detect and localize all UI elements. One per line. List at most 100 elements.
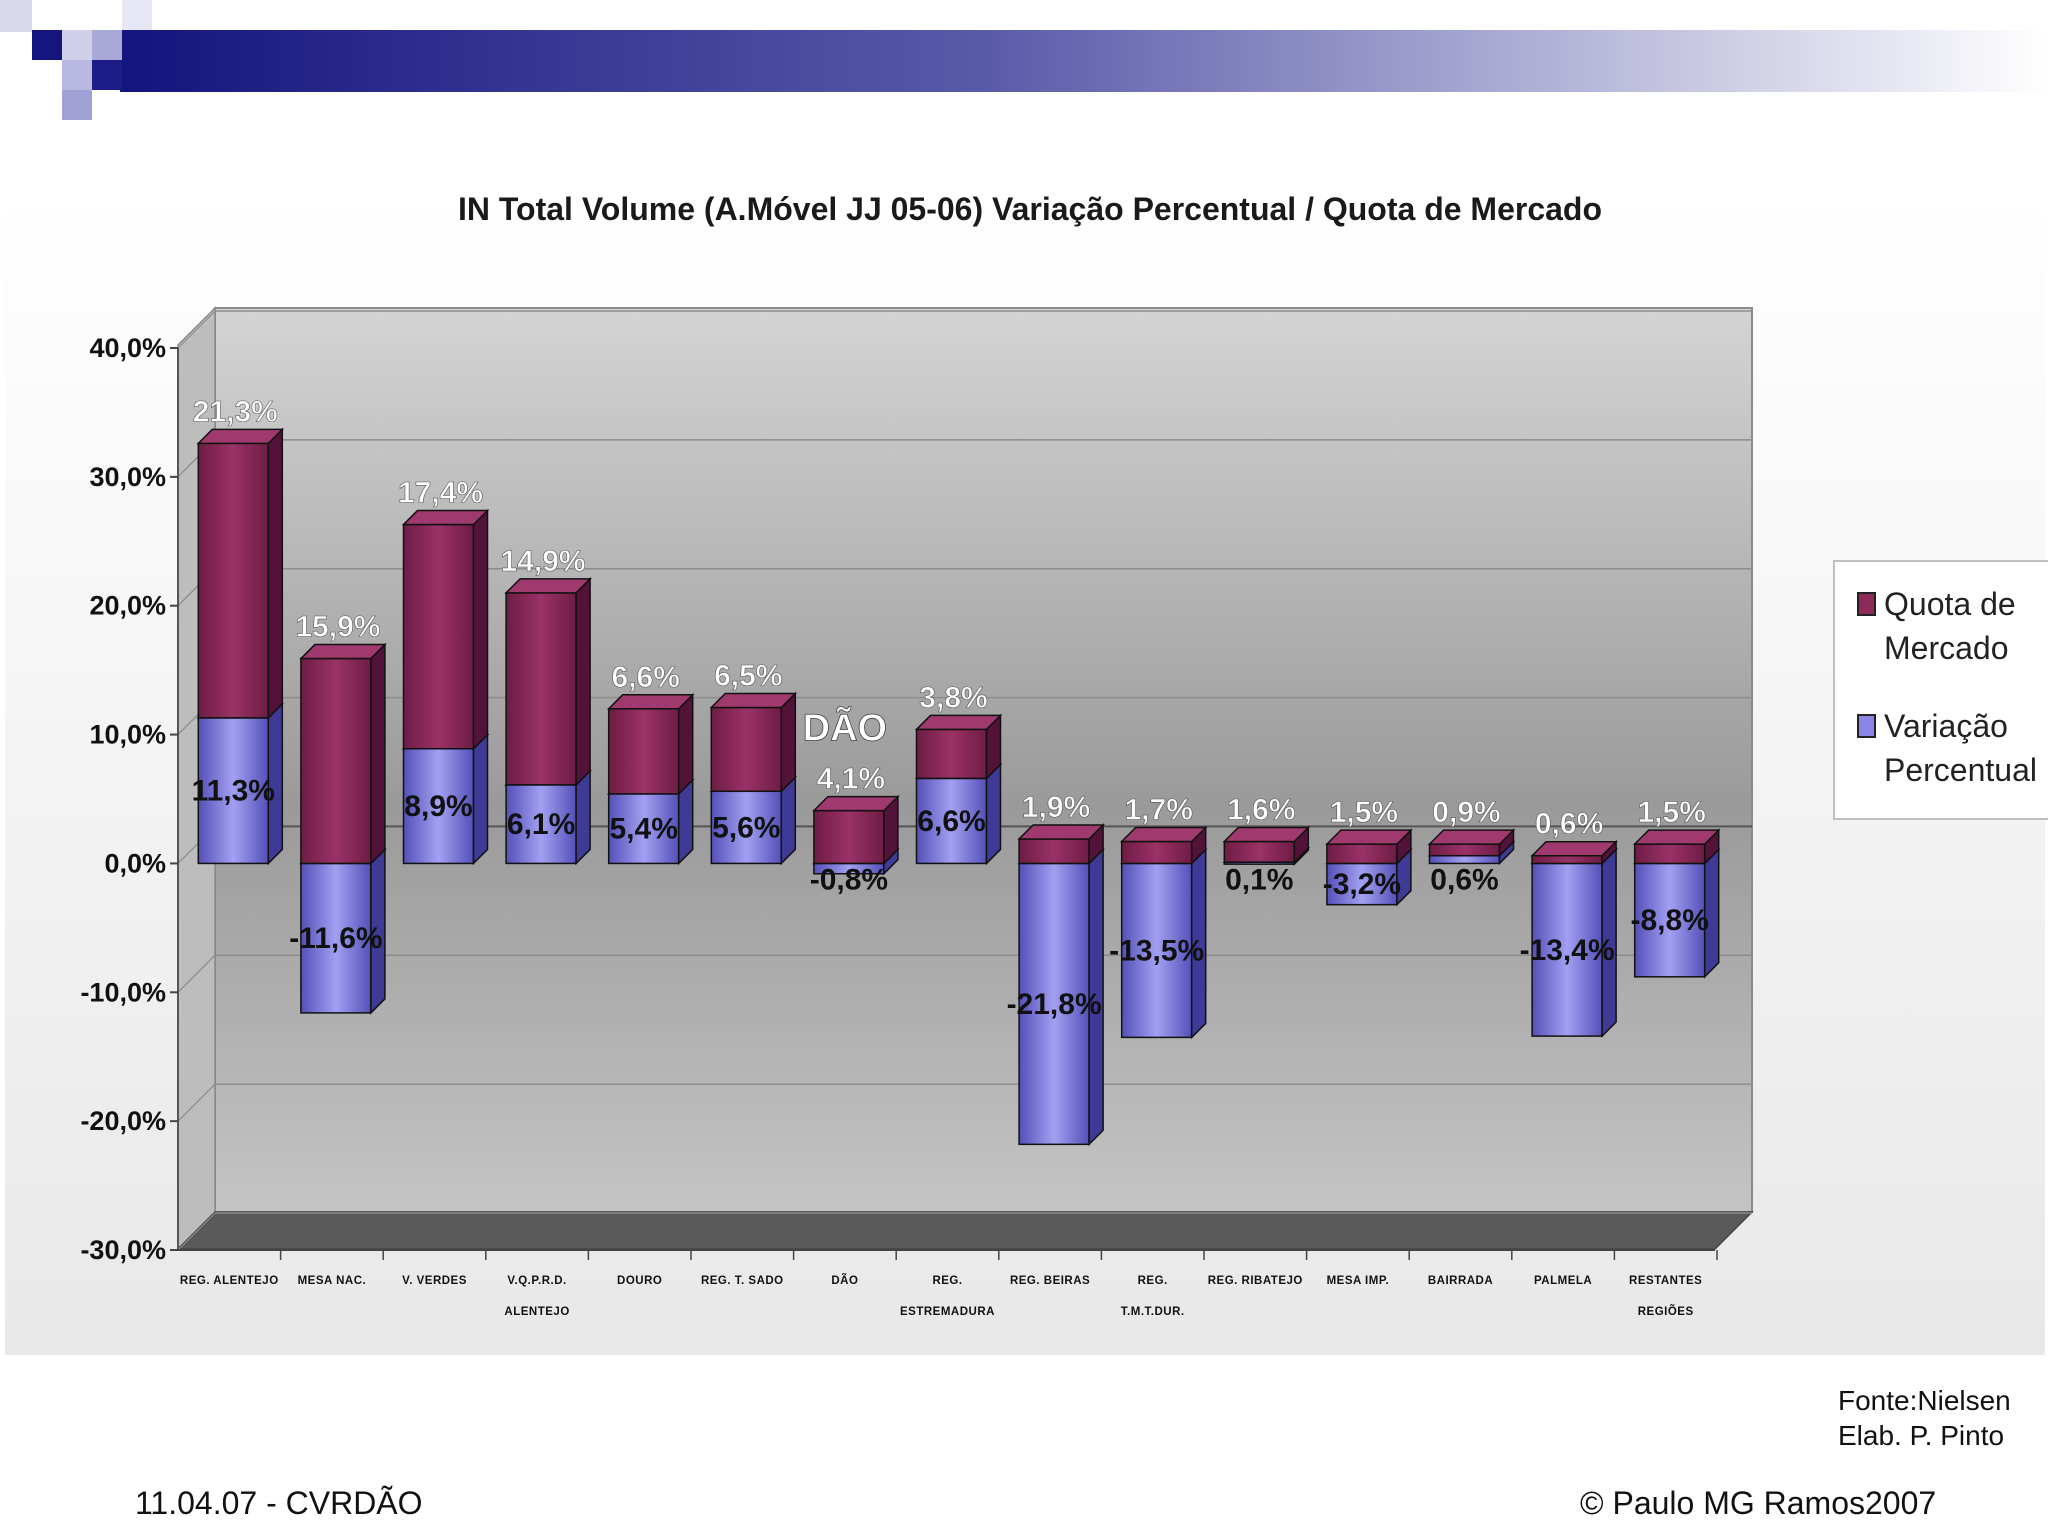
bar-quota	[914, 713, 1003, 781]
bar-quota-front	[505, 592, 577, 786]
bar-quota	[1632, 828, 1721, 866]
x-tick-label: BAIRRADA	[1428, 1275, 1493, 1287]
variacao-data-label: 6,1%	[507, 808, 575, 841]
bar-quota-front	[1633, 843, 1706, 865]
variacao-data-label: 5,4%	[610, 813, 678, 846]
bar-quota-top	[504, 578, 592, 594]
y-tick-label: 40,0%	[89, 333, 166, 363]
data-labels: 21,3% 11,3% 15,9% -11,6% 17,4% 8,9% 14,9% 6,1% 6…	[192, 395, 1709, 1021]
quota-data-label: 1,5%	[1638, 796, 1706, 829]
bar-quota	[504, 577, 592, 787]
x-tick-label: ALENTEJO	[504, 1306, 569, 1318]
bar-quota-front	[1223, 840, 1296, 863]
bar-quota-top	[196, 428, 285, 445]
quota-data-label: 0,6%	[1535, 808, 1603, 841]
chart-title: IN Total Volume (A.Móvel JJ 05-06) Varia…	[458, 191, 1602, 227]
quota-data-label: 6,6%	[612, 661, 680, 694]
bar-quota	[196, 427, 285, 720]
quota-data-label: 0,9%	[1432, 796, 1500, 829]
bar-quota-front	[300, 657, 372, 865]
bar-quota-top	[1427, 829, 1516, 845]
x-tick-label: DÃO	[831, 1274, 858, 1287]
bars	[196, 427, 1721, 1147]
x-tick-label: RESTANTES	[1629, 1275, 1702, 1287]
quota-data-label: 4,1%	[817, 763, 885, 796]
gridline-side	[177, 310, 216, 349]
y-tick-label: 30,0%	[89, 462, 166, 492]
x-tick-label: MESA IMP.	[1327, 1275, 1390, 1287]
bar-variacao	[1017, 847, 1105, 1147]
variacao-data-label: -3,2%	[1323, 868, 1401, 901]
bar-quota-top	[1632, 829, 1721, 845]
quota-data-label: 3,8%	[919, 681, 987, 714]
bar-quota-front	[1018, 838, 1090, 865]
bar-variacao-front	[300, 862, 372, 1014]
bar-quota-front	[1531, 854, 1603, 865]
legend-label-quota: Quota de Mercado	[1884, 586, 2016, 666]
bar-quota	[1427, 828, 1516, 858]
y-tick-label: -10,0%	[80, 977, 166, 1007]
x-tick-label: REG.	[1138, 1275, 1168, 1287]
bar-quota	[299, 642, 387, 866]
x-tick-label: MESA NAC.	[298, 1275, 367, 1287]
variacao-data-label: 0,6%	[1430, 863, 1498, 896]
bar-variacao-front	[505, 784, 577, 865]
bar-quota-front	[1428, 843, 1501, 857]
variacao-data-label: 8,9%	[404, 790, 472, 823]
quota-data-label: 21,3%	[193, 395, 278, 428]
bar-quota-front	[197, 442, 270, 719]
bar-quota-top	[812, 795, 900, 812]
gridline-side	[177, 954, 216, 993]
gridline-side	[177, 1083, 216, 1122]
variacao-data-label: -13,5%	[1109, 934, 1204, 967]
bar-quota-top	[299, 643, 387, 660]
bar-variacao-front	[1531, 862, 1603, 1037]
bar-quota-front	[710, 706, 783, 793]
variacao-data-label: -21,8%	[1007, 988, 1102, 1021]
bar-variacao-side	[575, 769, 591, 866]
legend-entry-quota: Quota de Mercado	[1857, 582, 2048, 670]
quota-data-label: 14,9%	[501, 545, 586, 578]
x-tick-label: REG. BEIRAS	[1010, 1275, 1090, 1287]
x-tick-label: REG. T. SADO	[701, 1275, 784, 1287]
bar-variacao-front	[197, 717, 270, 865]
bar-quota	[1325, 828, 1413, 866]
bar-quota-side	[370, 642, 386, 866]
plot-floor	[176, 1211, 1754, 1250]
y-axis: 40,0% 30,0% 20,0% 10,0% 0,0% -10,0% -20,0% -30,…	[80, 333, 179, 1265]
bar-quota-top	[401, 509, 490, 526]
quota-data-label: 17,4%	[398, 477, 483, 510]
dao-annotation: DÃO	[803, 706, 887, 750]
x-tick-label: REG. ALENTEJO	[180, 1275, 279, 1287]
bar-quota-front	[402, 523, 475, 750]
bar-quota-front	[1120, 840, 1193, 865]
bar-variacao-front	[1326, 862, 1398, 906]
bar-quota-top	[914, 714, 1003, 731]
variacao-data-label: 0,1%	[1225, 863, 1293, 896]
bar-quota-side	[677, 692, 694, 796]
bar-quota	[812, 794, 900, 866]
footer-right: © Paulo MG Ramos2007	[1580, 1485, 1937, 1521]
quota-data-label: 15,9%	[295, 611, 380, 644]
y-tick-label: 20,0%	[89, 591, 166, 621]
header-banner	[0, 0, 2048, 120]
bar-quota	[606, 692, 695, 796]
x-tick-label: REG. RIBATEJO	[1208, 1275, 1303, 1287]
gridline-side	[177, 1212, 216, 1251]
bar-variacao-front	[1018, 862, 1090, 1146]
bar-quota	[1119, 825, 1208, 866]
quota-data-label: 1,5%	[1330, 796, 1398, 829]
legend-swatch-variacao	[1857, 714, 1876, 738]
bar-variacao-side	[472, 732, 489, 866]
bar-quota-top	[709, 692, 798, 709]
y-tick-label: -20,0%	[80, 1106, 166, 1136]
quota-data-label: 1,6%	[1227, 794, 1295, 827]
variacao-data-label: -8,8%	[1631, 904, 1709, 937]
bar-quota-top	[1530, 840, 1618, 857]
x-tick-label: REGIÕES	[1638, 1305, 1694, 1318]
bar-quota	[1530, 839, 1618, 866]
bar-quota-side	[780, 691, 797, 794]
x-tick-label: PALMELA	[1534, 1275, 1592, 1287]
x-tick-label: V.Q.P.R.D.	[507, 1275, 566, 1287]
